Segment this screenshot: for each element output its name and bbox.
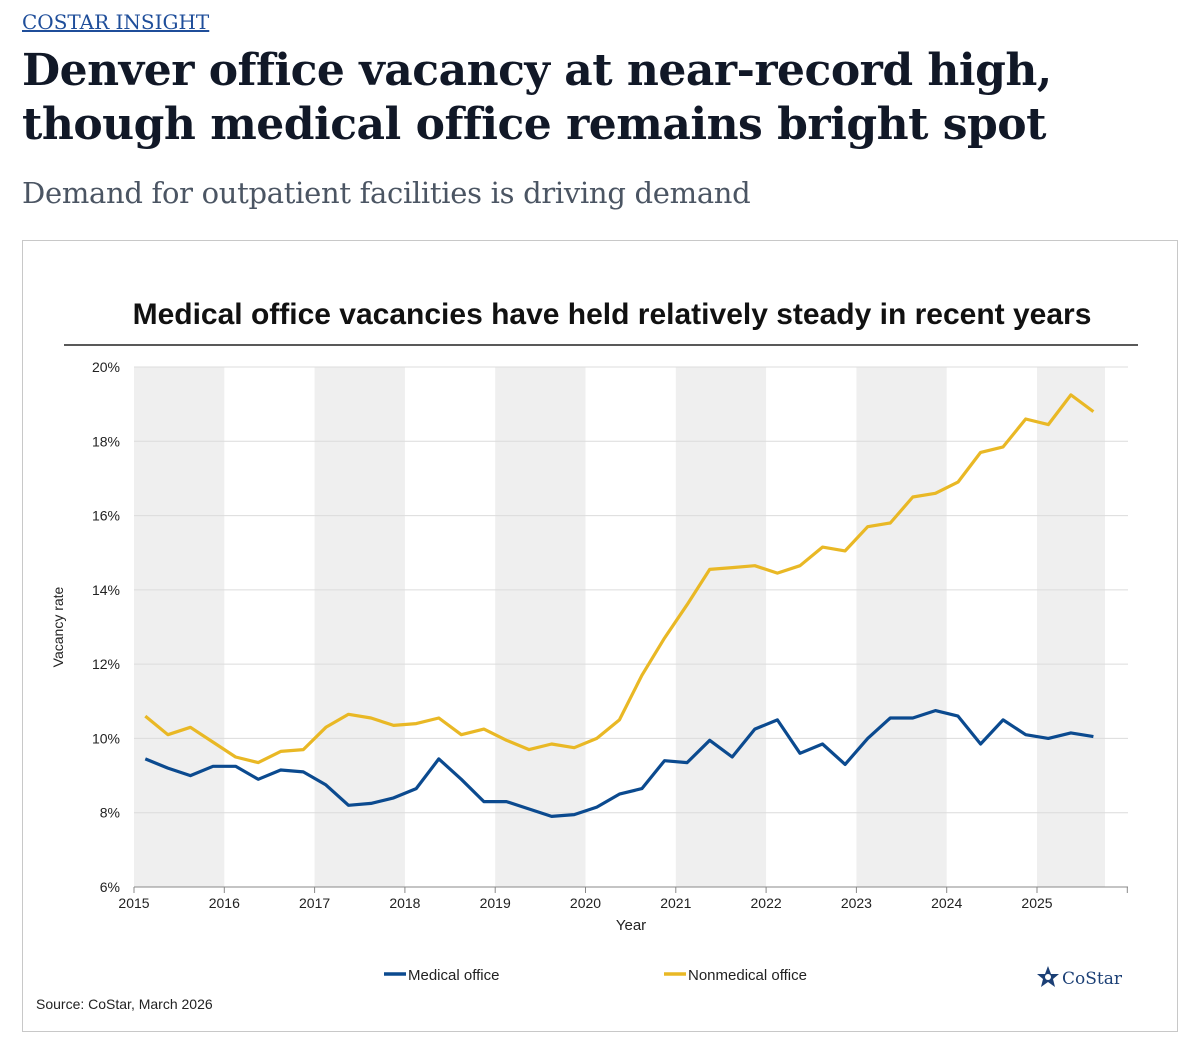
y-tick-label: 8% [100, 805, 120, 821]
legend-nonmedical: Nonmedical office [688, 967, 807, 984]
x-tick-label: 2025 [1021, 895, 1052, 911]
subheadline: Demand for outpatient facilities is driv… [22, 176, 751, 210]
x-tick-label: 2021 [660, 895, 691, 911]
headline: Denver office vacancy at near-record hig… [22, 45, 1052, 150]
x-tick-label: 2023 [841, 895, 872, 911]
x-tick-label: 2016 [209, 895, 240, 911]
y-tick-label: 12% [92, 656, 120, 672]
costar-star-icon [1037, 966, 1059, 987]
x-tick-label: 2019 [480, 895, 511, 911]
y-axis-label: Vacancy rate [50, 586, 66, 667]
y-tick-label: 10% [92, 730, 120, 746]
y-tick-label: 6% [100, 879, 120, 895]
x-tick-label: 2022 [751, 895, 782, 911]
y-tick-label: 20% [92, 359, 120, 375]
year-band [495, 367, 586, 887]
costar-logo: CoStar [1037, 966, 1123, 989]
legend-medical: Medical office [408, 967, 499, 984]
x-tick-label: 2015 [118, 895, 149, 911]
x-tick-label: 2018 [389, 895, 420, 911]
series-line-nonmedical [144, 393, 1095, 765]
chart-title: Medical office vacancies have held relat… [133, 298, 1092, 331]
chart-frame [22, 240, 1178, 1032]
source-note: Source: CoStar, March 2026 [36, 996, 213, 1012]
year-band [1037, 367, 1105, 887]
x-tick-label: 2024 [931, 895, 962, 911]
x-tick-label: 2020 [570, 895, 601, 911]
year-band [856, 367, 947, 887]
logo-text: CoStar [1062, 969, 1123, 989]
x-tick-label: 2017 [299, 895, 330, 911]
y-tick-label: 18% [92, 433, 120, 449]
y-tick-label: 14% [92, 582, 120, 598]
series-line-medical [144, 708, 1094, 819]
year-band [314, 367, 405, 887]
kicker-link[interactable]: COSTAR INSIGHT [22, 10, 210, 34]
x-axis-label: Year [616, 917, 646, 934]
year-band [134, 367, 225, 887]
year-band [675, 367, 767, 887]
y-tick-label: 16% [92, 508, 120, 524]
